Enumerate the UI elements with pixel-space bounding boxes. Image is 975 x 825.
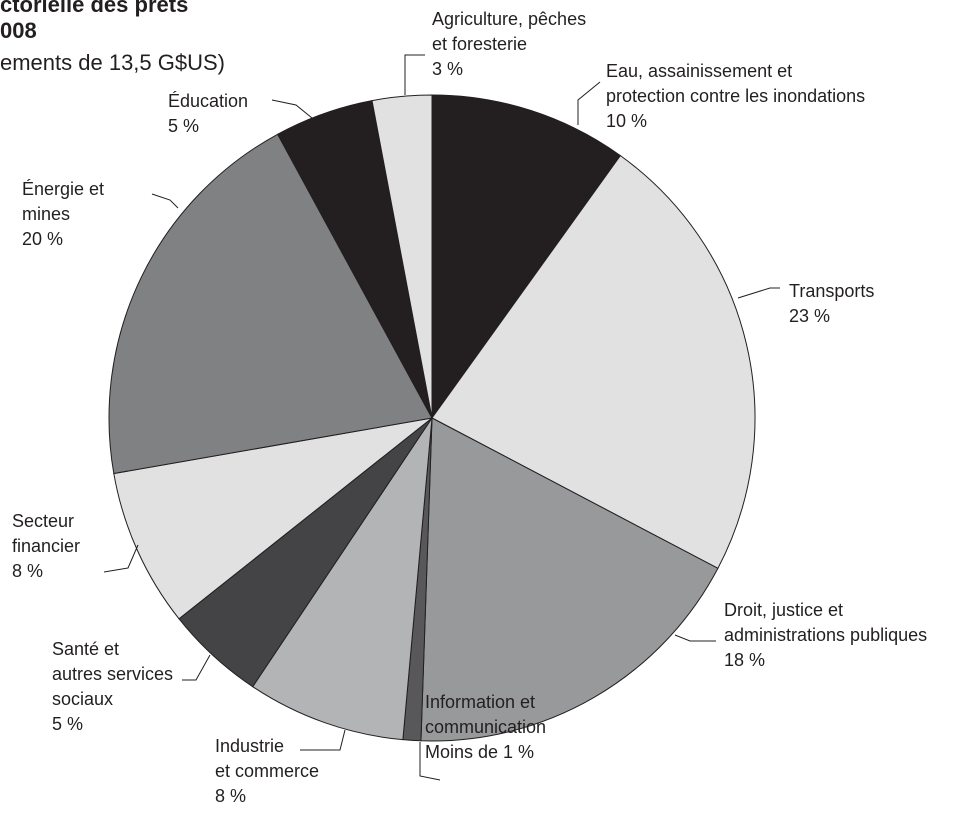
chart-title: ctorielle des prêts bbox=[0, 0, 188, 17]
slice-label: Information et bbox=[425, 692, 535, 712]
slice-label: Secteur bbox=[12, 511, 74, 531]
slice-label: Industrie bbox=[215, 736, 284, 756]
slice-label: Énergie et bbox=[22, 179, 104, 199]
value-label: 10 % bbox=[606, 111, 647, 131]
pie-slice bbox=[431, 154, 756, 570]
slice-label: financier bbox=[12, 536, 80, 556]
leader-line bbox=[271, 99, 313, 119]
slice-label: et commerce bbox=[215, 761, 319, 781]
value-label: 5 % bbox=[52, 714, 83, 734]
leader-line bbox=[737, 287, 780, 299]
pie-slice bbox=[113, 417, 433, 620]
slice-label: autres services bbox=[52, 664, 173, 684]
value-label: 5 % bbox=[168, 116, 199, 136]
pie-slice bbox=[431, 94, 622, 420]
leader-line bbox=[419, 742, 441, 781]
leader-line bbox=[674, 634, 716, 642]
value-label: 3 % bbox=[432, 59, 463, 79]
pie-slice bbox=[108, 133, 433, 475]
leader-line bbox=[404, 54, 425, 95]
slice-label: Agriculture, pêches bbox=[432, 9, 586, 29]
value-label: 8 % bbox=[215, 786, 246, 806]
value-label: 20 % bbox=[22, 229, 63, 249]
value-label: Moins de 1 % bbox=[425, 742, 534, 762]
leader-line bbox=[151, 193, 179, 209]
slice-label: et foresterie bbox=[432, 34, 527, 54]
pie-slice bbox=[420, 417, 719, 742]
slice-label: Eau, assainissement et bbox=[606, 61, 792, 81]
chart-title: 008 bbox=[0, 18, 37, 43]
slice-label: Transports bbox=[789, 281, 874, 301]
leader-line bbox=[182, 654, 211, 681]
slice-label: communication bbox=[425, 717, 546, 737]
slice-label: mines bbox=[22, 204, 70, 224]
pie-slice bbox=[252, 417, 433, 741]
slice-label: sociaux bbox=[52, 689, 113, 709]
leader-line bbox=[577, 81, 601, 125]
slice-label: Éducation bbox=[168, 91, 248, 111]
pie-slice bbox=[371, 94, 433, 419]
slice-label: Santé et bbox=[52, 639, 119, 659]
leader-line bbox=[300, 729, 346, 751]
slice-label: protection contre les inondations bbox=[606, 86, 865, 106]
value-label: 8 % bbox=[12, 561, 43, 581]
chart-subtitle: ements de 13,5 G$US) bbox=[0, 50, 225, 75]
slice-label: administrations publiques bbox=[724, 625, 927, 645]
value-label: 23 % bbox=[789, 306, 830, 326]
leader-line bbox=[103, 544, 139, 573]
value-label: 18 % bbox=[724, 650, 765, 670]
slice-label: Droit, justice et bbox=[724, 600, 843, 620]
